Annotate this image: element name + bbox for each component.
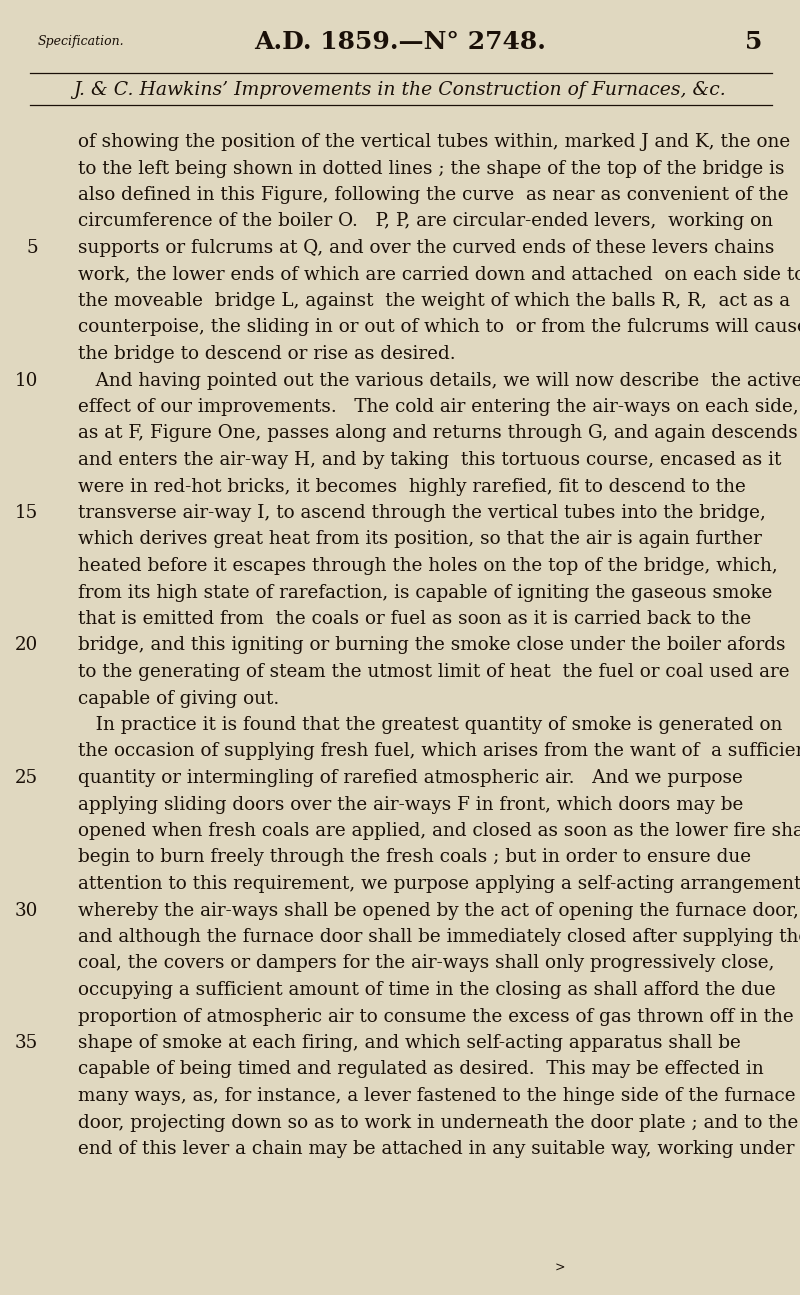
Text: bridge, and this igniting or burning the smoke close under the boiler afords: bridge, and this igniting or burning the… — [78, 637, 786, 654]
Text: shape of smoke at each firing, and which self-acting apparatus shall be: shape of smoke at each firing, and which… — [78, 1033, 741, 1052]
Text: from its high state of rarefaction, is capable of igniting the gaseous smoke: from its high state of rarefaction, is c… — [78, 584, 772, 601]
Text: J. & C. Hawkins’ Improvements in the Construction of Furnaces, &c.: J. & C. Hawkins’ Improvements in the Con… — [74, 82, 726, 98]
Text: capable of being timed and regulated as desired.  This may be effected in: capable of being timed and regulated as … — [78, 1061, 764, 1079]
Text: the bridge to descend or rise as desired.: the bridge to descend or rise as desired… — [78, 344, 456, 363]
Text: the moveable  bridge L, against  the weight of which the balls R, R,  act as a: the moveable bridge L, against the weigh… — [78, 291, 790, 310]
Text: opened when fresh coals are applied, and closed as soon as the lower fire shall: opened when fresh coals are applied, and… — [78, 822, 800, 840]
Text: 10: 10 — [14, 372, 38, 390]
Text: heated before it escapes through the holes on the top of the bridge, which,: heated before it escapes through the hol… — [78, 557, 778, 575]
Text: whereby the air-ways shall be opened by the act of opening the furnace door,: whereby the air-ways shall be opened by … — [78, 901, 799, 919]
Text: capable of giving out.: capable of giving out. — [78, 689, 279, 707]
Text: applying sliding doors over the air-ways F in front, which doors may be: applying sliding doors over the air-ways… — [78, 795, 743, 813]
Text: In practice it is found that the greatest quantity of smoke is generated on: In practice it is found that the greates… — [78, 716, 782, 734]
Text: 35: 35 — [14, 1033, 38, 1052]
Text: many ways, as, for instance, a lever fastened to the hinge side of the furnace: many ways, as, for instance, a lever fas… — [78, 1087, 796, 1105]
Text: transverse air-way I, to ascend through the vertical tubes into the bridge,: transverse air-way I, to ascend through … — [78, 504, 766, 522]
Text: attention to this requirement, we purpose applying a self-acting arrangement,: attention to this requirement, we purpos… — [78, 875, 800, 894]
Text: and enters the air-way H, and by taking  this tortuous course, encased as it: and enters the air-way H, and by taking … — [78, 451, 782, 469]
Text: and although the furnace door shall be immediately closed after supplying the: and although the furnace door shall be i… — [78, 929, 800, 947]
Text: also defined in this Figure, following the curve  as near as convenient of the: also defined in this Figure, following t… — [78, 186, 789, 205]
Text: 5: 5 — [745, 30, 762, 54]
Text: that is emitted from  the coals or fuel as soon as it is carried back to the: that is emitted from the coals or fuel a… — [78, 610, 751, 628]
Text: 30: 30 — [14, 901, 38, 919]
Text: end of this lever a chain may be attached in any suitable way, working under: end of this lever a chain may be attache… — [78, 1140, 794, 1158]
Text: A.D. 1859.—N° 2748.: A.D. 1859.—N° 2748. — [254, 30, 546, 54]
Text: supports or fulcrums at Q, and over the curved ends of these levers chains: supports or fulcrums at Q, and over the … — [78, 240, 774, 256]
Text: door, projecting down so as to work in underneath the door plate ; and to the: door, projecting down so as to work in u… — [78, 1114, 798, 1132]
Text: circumference of the boiler O.   P, P, are circular-ended levers,  working on: circumference of the boiler O. P, P, are… — [78, 212, 773, 231]
Text: proportion of atmospheric air to consume the excess of gas thrown off in the: proportion of atmospheric air to consume… — [78, 1008, 794, 1026]
Text: effect of our improvements.   The cold air entering the air-ways on each side,: effect of our improvements. The cold air… — [78, 398, 798, 416]
Text: coal, the covers or dampers for the air-ways shall only progressively close,: coal, the covers or dampers for the air-… — [78, 954, 774, 973]
Text: 5: 5 — [26, 240, 38, 256]
Text: counterpoise, the sliding in or out of which to  or from the fulcrums will cause: counterpoise, the sliding in or out of w… — [78, 319, 800, 337]
Text: 25: 25 — [15, 769, 38, 787]
Text: quantity or intermingling of rarefied atmospheric air.   And we purpose: quantity or intermingling of rarefied at… — [78, 769, 743, 787]
Text: which derives great heat from its position, so that the air is again further: which derives great heat from its positi… — [78, 531, 762, 549]
Text: begin to burn freely through the fresh coals ; but in order to ensure due: begin to burn freely through the fresh c… — [78, 848, 751, 866]
Text: >: > — [554, 1261, 566, 1274]
Text: as at F, Figure One, passes along and returns through G, and again descends: as at F, Figure One, passes along and re… — [78, 425, 798, 443]
Text: the occasion of supplying fresh fuel, which arises from the want of  a sufficien: the occasion of supplying fresh fuel, wh… — [78, 742, 800, 760]
Text: 20: 20 — [14, 637, 38, 654]
Text: of showing the position of the vertical tubes within, marked J and K, the one: of showing the position of the vertical … — [78, 133, 790, 152]
Text: And having pointed out the various details, we will now describe  the active: And having pointed out the various detai… — [78, 372, 800, 390]
Text: were in red-hot bricks, it becomes  highly rarefied, fit to descend to the: were in red-hot bricks, it becomes highl… — [78, 478, 746, 496]
Text: to the left being shown in dotted lines ; the shape of the top of the bridge is: to the left being shown in dotted lines … — [78, 159, 785, 177]
Text: 15: 15 — [14, 504, 38, 522]
Text: to the generating of steam the utmost limit of heat  the fuel or coal used are: to the generating of steam the utmost li… — [78, 663, 790, 681]
Text: Specification.: Specification. — [38, 35, 125, 48]
Text: occupying a sufficient amount of time in the closing as shall afford the due: occupying a sufficient amount of time in… — [78, 982, 776, 998]
Text: work, the lower ends of which are carried down and attached  on each side to: work, the lower ends of which are carrie… — [78, 265, 800, 284]
